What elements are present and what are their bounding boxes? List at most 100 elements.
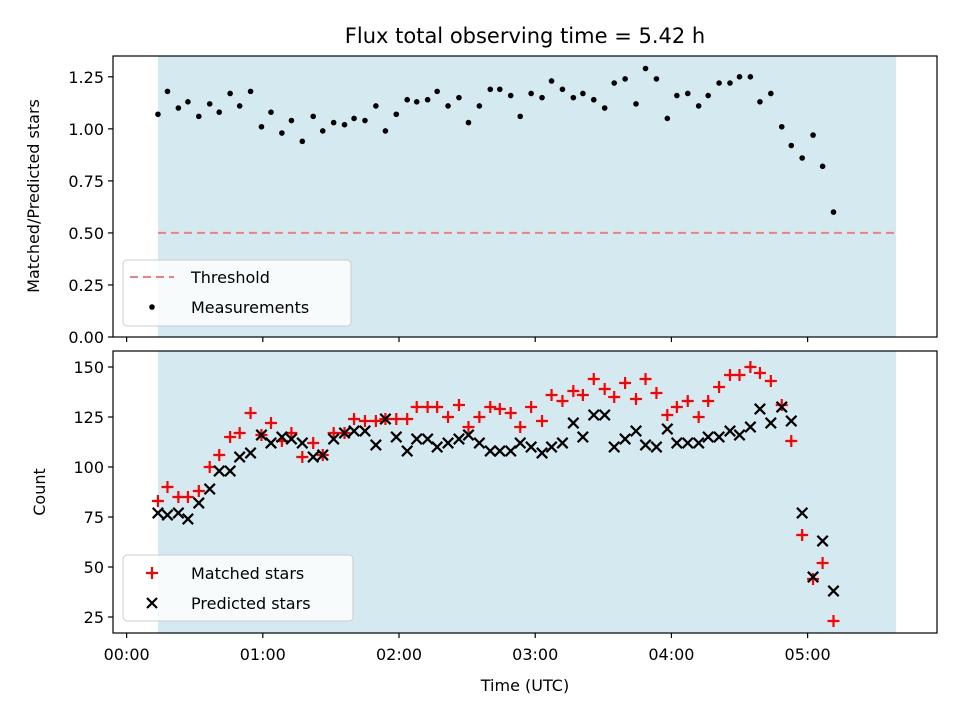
predicted-star-marker (493, 445, 506, 457)
predicted-star-marker (358, 425, 371, 437)
predicted-star-marker (275, 431, 288, 443)
measurement-point (227, 90, 233, 97)
predicted-star-marker (172, 507, 185, 519)
predicted-star-marker (327, 433, 340, 445)
matched-star-marker (764, 375, 777, 387)
measurement-points (155, 65, 837, 215)
matched-star-marker (661, 409, 674, 421)
measurement-point (247, 88, 254, 95)
measurement-point (456, 94, 462, 101)
bottom-frame (112, 350, 938, 634)
legend-predicted-label: Predicted stars (191, 594, 311, 613)
measurement-point (373, 103, 379, 109)
measurement-point (601, 105, 608, 111)
measurement-point (476, 103, 483, 109)
predicted-star-marker (473, 437, 486, 449)
predicted-star-marker (753, 403, 766, 415)
top-y-label: Matched/Predicted stars (24, 99, 43, 293)
bottom-y-tick-label: 50 (84, 558, 104, 577)
measurement-point (319, 128, 326, 134)
measurement-point (653, 76, 660, 82)
measurement-point (434, 88, 440, 95)
legend-measurements-swatch (149, 304, 155, 310)
bottom-y-tick-label: 100 (73, 458, 104, 477)
measurement-point (155, 111, 161, 118)
legend-matched-swatch (146, 567, 158, 579)
predicted-star-marker (567, 417, 580, 429)
measurement-point (788, 142, 795, 149)
legend-measurements-label: Measurements (191, 298, 309, 317)
matched-star-marker (514, 421, 527, 433)
matched-star-marker (296, 451, 309, 463)
bottom-x-axis: 00:00 01:00 02:00 03:00 04:00 05:00 (104, 633, 831, 664)
matched-star-marker (327, 427, 340, 439)
matched-star-marker (702, 395, 715, 407)
measurement-point (175, 105, 182, 111)
predicted-star-marker (462, 429, 475, 441)
predicted-star-marker (151, 507, 164, 519)
matched-star-marker (545, 389, 558, 401)
predicted-star-marker (181, 513, 194, 525)
predicted-star-marker (265, 437, 277, 449)
matched-star-marker (151, 495, 164, 507)
measurement-point (539, 94, 545, 101)
measurement-point (705, 92, 711, 99)
matched-star-marker (192, 485, 205, 497)
predicted-star-marker (431, 441, 444, 453)
bottom-x-tick-label: 04:00 (648, 645, 694, 664)
matched-star-marker (692, 411, 705, 423)
matched-star-marker (264, 417, 277, 429)
top-legend: Threshold Measurements (122, 259, 352, 327)
predicted-star-marker (744, 421, 757, 433)
bottom-x-tick-label: 05:00 (785, 645, 831, 664)
measurement-point (622, 76, 628, 82)
matched-star-marker (670, 401, 683, 413)
bottom-x-label: Time (UTC) (480, 676, 569, 695)
measurement-point (559, 86, 566, 93)
matched-star-marker (753, 367, 766, 379)
predicted-star-marker (369, 439, 382, 451)
predicted-star-marker (661, 423, 674, 435)
matched-star-marker (213, 449, 226, 461)
measurement-point (196, 113, 202, 120)
matched-star-marker (630, 393, 643, 405)
bottom-panel: 25 50 75 100 125 150 00:00 01:00 02:00 03:00 04:0… (30, 350, 938, 695)
measurement-point (819, 163, 826, 170)
matched-star-marker (484, 401, 497, 413)
measurement-point (695, 103, 702, 109)
measurement-point (268, 109, 274, 115)
measurement-point (164, 88, 171, 95)
matched-star-marker (473, 411, 486, 423)
matched-star-marker (827, 615, 840, 627)
predicted-star-marker (452, 433, 465, 445)
matched-star-marker (681, 395, 694, 407)
matched-star-marker (462, 421, 475, 433)
measurement-point (413, 98, 420, 105)
measurement-point (830, 209, 837, 215)
top-panel: 0.00 0.25 0.50 0.75 1.00 1.25 Matched/Predict… (24, 55, 938, 347)
predicted-star-marker (576, 431, 589, 443)
matched-star-marker (785, 435, 798, 447)
matched-star-marker (576, 389, 589, 401)
measurement-point (424, 96, 431, 103)
measurement-point (810, 132, 816, 138)
matched-star-marker (525, 401, 538, 413)
predicted-star-marker (556, 437, 569, 449)
measurement-point (727, 80, 733, 86)
matched-star-marker (639, 373, 652, 385)
measurement-point (206, 101, 213, 107)
matched-star-marker (619, 377, 632, 389)
measurement-point (507, 92, 514, 99)
top-y-tick-label: 0.00 (68, 328, 104, 347)
predicted-star-marker (401, 445, 414, 457)
predicted-star-marker (224, 465, 237, 477)
matched-star-marker (536, 415, 549, 427)
predicted-star-marker (536, 447, 549, 459)
predicted-star-marker (785, 415, 798, 427)
matched-star-marker (796, 529, 809, 541)
top-chart-title: Flux total observing time = 5.42 h (345, 24, 705, 48)
measurement-point (216, 109, 223, 115)
measurement-point (382, 128, 389, 134)
predicted-star-marker (338, 427, 351, 439)
predicted-star-marker (775, 401, 788, 413)
